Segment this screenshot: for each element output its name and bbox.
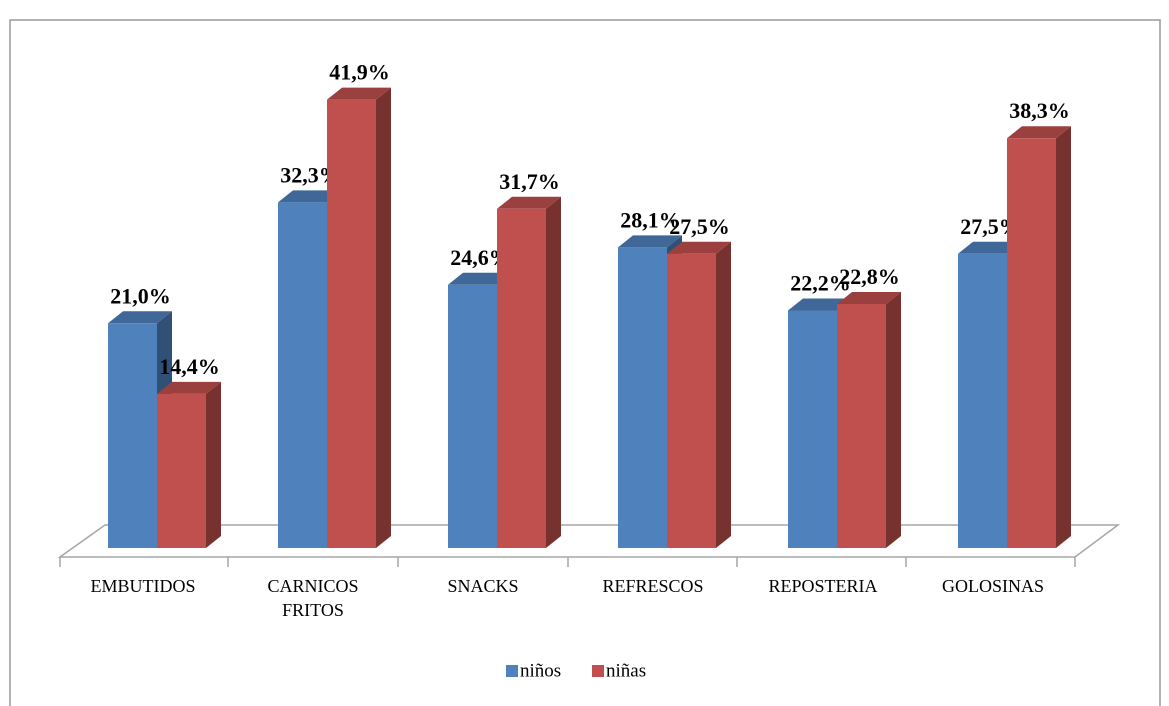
bar-front: [667, 253, 716, 548]
bar-side: [886, 292, 901, 548]
bar: [1007, 126, 1071, 548]
bar-front: [157, 393, 206, 548]
bar-front: [958, 253, 1007, 548]
bar-top: [278, 190, 342, 203]
bar-front: [497, 208, 546, 548]
data-label: 38,3%: [1009, 98, 1070, 123]
bar-top: [327, 87, 391, 100]
frame: [9, 19, 1161, 706]
data-label: 28,1%: [620, 207, 681, 232]
category-ticks: [59, 557, 1076, 567]
bar-side: [376, 87, 391, 549]
bar-front: [1007, 138, 1056, 548]
bar-top: [837, 292, 901, 305]
bar-front: [278, 202, 327, 548]
data-label: 41,9%: [329, 60, 390, 85]
x-tick-label: REFRESCOS: [602, 576, 704, 596]
data-label: 22,8%: [839, 264, 900, 289]
bar-side: [1056, 126, 1071, 548]
data-label: 31,7%: [499, 169, 560, 194]
x-tick-label: REPOSTERIA: [768, 576, 878, 596]
legend-label: niñas: [606, 660, 646, 681]
bar-top: [788, 298, 852, 311]
bar-top: [1007, 126, 1071, 139]
bar-top: [157, 381, 221, 394]
bar-side: [716, 241, 731, 548]
x-tick-label: SNACKS: [447, 576, 519, 596]
bar-top: [958, 241, 1022, 254]
bar: [837, 292, 901, 548]
bar: [497, 196, 561, 548]
data-label: 21,0%: [110, 283, 171, 308]
bar-top: [667, 241, 731, 254]
bar-front: [788, 310, 837, 548]
data-label: 27,5%: [669, 214, 730, 239]
bar-side: [546, 196, 561, 548]
bar-front: [837, 304, 886, 548]
legend-label: niños: [520, 660, 561, 681]
bar-top: [108, 311, 172, 324]
data-label: 22,2%: [790, 270, 851, 295]
bar-top: [448, 272, 512, 285]
data-label: 14,4%: [159, 354, 220, 379]
x-tick-label: EMBUTIDOS: [90, 576, 196, 596]
x-tick-label: GOLOSINAS: [941, 576, 1044, 596]
bar: [108, 311, 172, 548]
bar-front: [108, 323, 157, 548]
legend-swatch: [506, 665, 518, 677]
bar-side: [206, 381, 221, 548]
x-tick-label: CARNICOS FRITOS: [267, 576, 359, 620]
bar: [667, 241, 731, 548]
bar-front: [327, 99, 376, 549]
bar: [157, 381, 221, 548]
legend-swatch: [592, 665, 604, 677]
bar: [327, 87, 391, 549]
bar-front: [448, 284, 497, 548]
bar-front: [618, 247, 667, 548]
bar-top: [618, 235, 682, 248]
bar-top: [497, 196, 561, 209]
